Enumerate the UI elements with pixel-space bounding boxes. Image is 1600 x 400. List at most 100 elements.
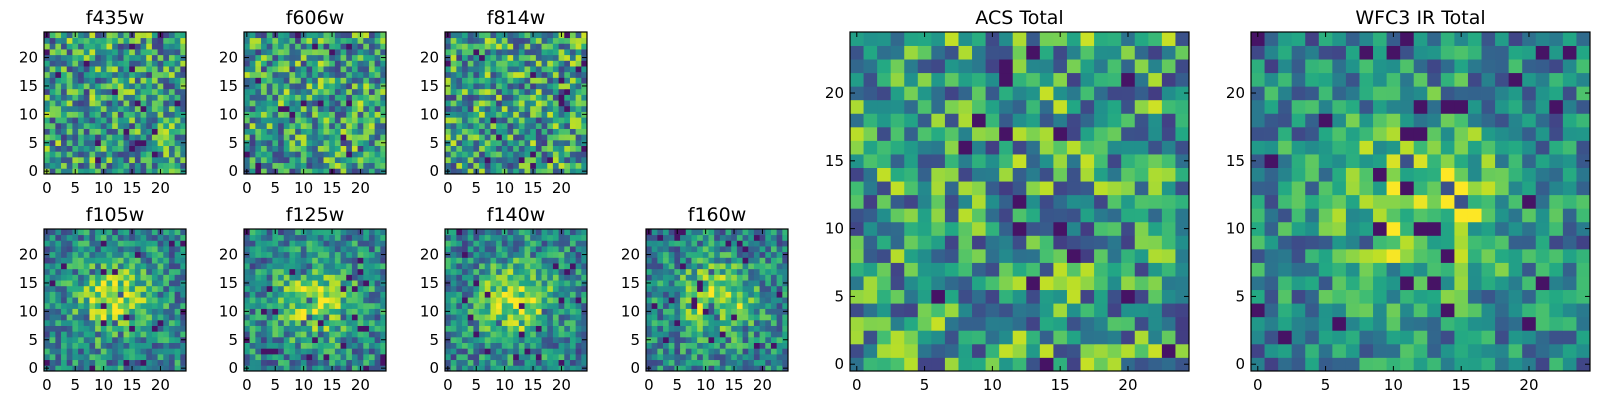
heatmap-cell [753, 234, 760, 241]
heatmap-cell [163, 308, 170, 315]
heatmap-cell [513, 263, 520, 270]
heatmap-cell [163, 280, 170, 287]
heatmap-cell [782, 240, 789, 247]
heatmap-cell [323, 274, 330, 281]
heatmap-cell [668, 234, 675, 241]
heatmap-cell [55, 100, 62, 107]
heatmap-cell [456, 280, 463, 287]
heatmap-cell [518, 168, 525, 175]
heatmap-cell [249, 308, 256, 315]
heatmap-cell [1080, 235, 1095, 250]
heatmap-cell [44, 77, 51, 84]
heatmap-cell [55, 268, 62, 275]
heatmap-cell [1107, 343, 1122, 358]
heatmap-cell [180, 229, 187, 236]
heatmap-cell [479, 325, 486, 332]
heatmap-cell [351, 336, 358, 343]
heatmap-cell [306, 251, 313, 258]
heatmap-cell [295, 285, 302, 292]
heatmap-cell [340, 88, 347, 95]
heatmap-cell [496, 263, 503, 270]
heatmap-cell [72, 234, 79, 241]
heatmap-cell [346, 319, 353, 326]
heatmap-cell [340, 359, 347, 366]
heatmap-cell [380, 32, 387, 39]
y-tick-label: 10 [420, 105, 439, 123]
heatmap-cell [547, 122, 554, 129]
heatmap-cell [770, 240, 778, 247]
heatmap-cell [83, 229, 90, 236]
heatmap-cell [753, 353, 760, 361]
heatmap-cell [300, 319, 307, 326]
heatmap-cell [663, 348, 670, 355]
heatmap-cell [317, 308, 324, 315]
heatmap-cell [157, 128, 164, 135]
heatmap-cell [140, 353, 147, 361]
heatmap-cell [558, 280, 565, 287]
heatmap-cell [306, 234, 313, 241]
heatmap-cell [374, 117, 381, 124]
heatmap-cell [163, 156, 170, 164]
heatmap-cell [770, 234, 778, 241]
heatmap-cell [83, 365, 90, 372]
heatmap-cell [146, 342, 153, 349]
heatmap-cell [765, 342, 772, 349]
heatmap-cell [513, 297, 520, 304]
heatmap-cell [289, 49, 296, 56]
heatmap-cell [904, 357, 919, 372]
heatmap-cell [289, 88, 296, 95]
heatmap-cell [719, 246, 726, 253]
heatmap-cell [146, 353, 153, 361]
heatmap-cell [765, 319, 772, 326]
heatmap-cell [157, 71, 164, 78]
heatmap-cell [117, 229, 124, 236]
heatmap-cell [317, 353, 324, 361]
heatmap-cell [931, 208, 946, 223]
heatmap-cell [462, 77, 469, 84]
heatmap-cell [1107, 357, 1122, 372]
heatmap-cell [380, 88, 387, 95]
heatmap-cell [174, 49, 181, 56]
heatmap-cell [49, 268, 56, 275]
heatmap-cell [541, 77, 548, 84]
heatmap-cell [904, 221, 919, 236]
heatmap-cell [507, 348, 514, 355]
heatmap-cell [306, 331, 313, 338]
heatmap-cell [44, 285, 51, 292]
heatmap-cell [697, 353, 704, 361]
heatmap-cell [151, 83, 158, 90]
heatmap-cell [731, 348, 738, 355]
heatmap-cell [306, 128, 313, 135]
heatmap-cell [479, 88, 486, 95]
heatmap-cell [266, 297, 273, 304]
heatmap-cell [558, 139, 565, 146]
heatmap-cell [317, 285, 324, 292]
heatmap-cell [581, 100, 588, 107]
heatmap-cell [117, 145, 124, 152]
heatmap-cell [558, 145, 565, 152]
heatmap-cell [657, 280, 664, 287]
heatmap-cell [742, 365, 749, 372]
heatmap-cell [479, 37, 486, 44]
heatmap-cell [507, 60, 514, 67]
heatmap-cell [524, 274, 531, 281]
heatmap-cell [680, 302, 687, 309]
heatmap-cell [685, 234, 692, 241]
heatmap-cell [89, 156, 96, 164]
heatmap-cell [278, 60, 285, 67]
heatmap-cell [530, 234, 537, 241]
heatmap-cell [484, 100, 491, 107]
heatmap-cell [702, 257, 709, 264]
heatmap-cell [329, 117, 336, 124]
heatmap-cell [168, 331, 176, 338]
heatmap-cell [317, 43, 324, 50]
heatmap-cell [674, 251, 681, 258]
heatmap-cell [100, 83, 107, 90]
heatmap-cell [95, 162, 102, 169]
heatmap-cell [278, 331, 285, 338]
heatmap-cell [513, 302, 520, 309]
heatmap-cell [306, 83, 313, 90]
heatmap-cell [445, 291, 452, 298]
heatmap-cell [168, 319, 176, 326]
heatmap-cell [129, 156, 136, 164]
